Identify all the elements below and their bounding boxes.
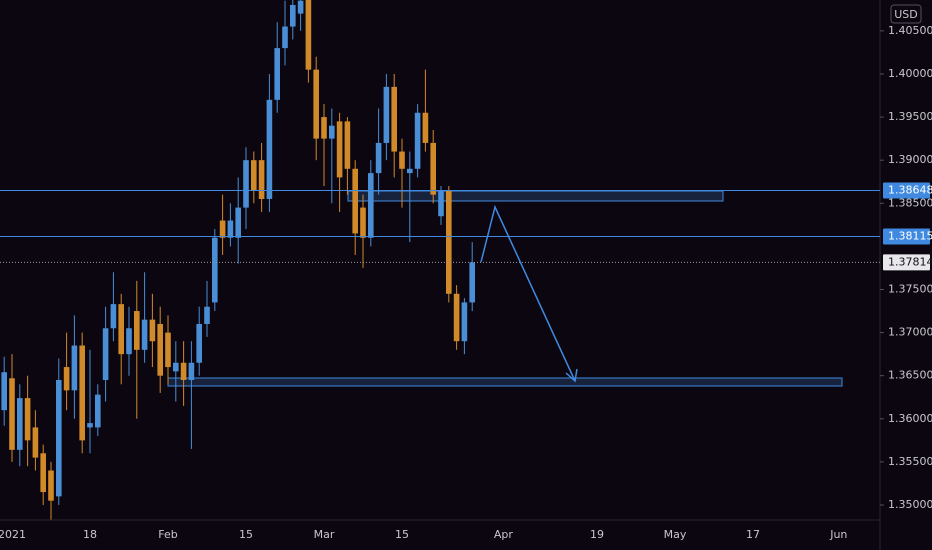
candle-body: [313, 69, 319, 139]
candle-body: [180, 362, 187, 380]
candle-body: [32, 427, 39, 458]
y-tick-label: 1.35000: [888, 498, 932, 511]
candle-body: [79, 345, 85, 441]
candle-body: [251, 160, 257, 191]
candle-body: [63, 367, 70, 391]
candle-body: [407, 168, 413, 174]
x-tick-label: 18: [83, 528, 97, 541]
candle-body: [235, 207, 241, 238]
candle-body: [118, 304, 124, 355]
candle-body: [196, 323, 202, 363]
candle-body: [336, 121, 343, 178]
candle-body: [56, 380, 62, 497]
candle-body: [102, 328, 109, 380]
candle-body: [461, 302, 468, 342]
candle-body: [430, 142, 436, 195]
candle-body: [383, 86, 390, 143]
y-tick-label: 1.40000: [888, 67, 932, 80]
candle-body: [1, 372, 7, 411]
candle-body: [110, 304, 117, 329]
candle-body: [297, 0, 304, 14]
candle-body: [48, 470, 54, 501]
candle-body: [9, 378, 15, 450]
candle-body: [391, 86, 397, 152]
price-label-box: [883, 228, 930, 245]
support-zone: [167, 377, 843, 387]
arrow-head: [565, 368, 578, 383]
candle-body: [141, 319, 148, 350]
candle-body: [282, 26, 288, 49]
candle-body: [453, 293, 460, 342]
candle-body: [87, 423, 93, 428]
x-tick-label: Jun: [829, 528, 847, 541]
candle-body: [368, 173, 374, 238]
x-tick-label: Mar: [314, 528, 335, 541]
x-tick-label: 19: [590, 528, 604, 541]
x-tick-label: 15: [395, 528, 409, 541]
resistance-zone: [347, 190, 724, 202]
candle-body: [469, 262, 475, 303]
candle-body: [157, 323, 163, 376]
candle-body: [17, 398, 23, 450]
x-tick-label: Feb: [158, 528, 177, 541]
forecast-arrow: [480, 204, 576, 382]
x-tick-label: 17: [746, 528, 760, 541]
y-tick-label: 1.37500: [888, 282, 932, 295]
candle-body: [212, 237, 218, 303]
price-label: 1.38115: [888, 229, 932, 242]
x-tick-label: 2021: [0, 528, 26, 541]
candle-body: [438, 190, 444, 217]
candle-body: [274, 48, 280, 100]
candle-body: [446, 190, 452, 294]
currency-box[interactable]: [890, 4, 922, 24]
candle-body: [71, 345, 78, 391]
y-tick-label: 1.38500: [888, 196, 932, 209]
last-price-label: 1.37814: [888, 255, 932, 268]
y-tick-label: 1.36000: [888, 412, 932, 425]
y-tick-label: 1.36500: [888, 369, 932, 382]
x-tick-label: 15: [239, 528, 253, 541]
candle-body: [173, 362, 179, 372]
candle-body: [329, 125, 335, 139]
candle-body: [305, 0, 312, 70]
candle-body: [188, 362, 195, 380]
candle-body: [134, 311, 140, 350]
candle-body: [219, 220, 226, 238]
y-tick-label: 1.39000: [888, 153, 932, 166]
candle-body: [414, 112, 421, 169]
price-label: 1.38648: [888, 184, 932, 197]
x-tick-label: May: [664, 528, 687, 541]
candle-body: [352, 168, 358, 234]
candle-body: [149, 319, 156, 342]
candle-body: [165, 332, 171, 368]
candle-body: [375, 142, 382, 174]
candle-body: [24, 398, 31, 441]
candle-body: [399, 151, 405, 169]
currency: USD: [894, 8, 918, 21]
y-tick-label: 1.37000: [888, 326, 932, 339]
candle-body: [204, 306, 210, 324]
last-price-box: [883, 254, 930, 271]
candle-body: [243, 160, 249, 208]
candle-body: [360, 207, 366, 238]
candle-body: [126, 328, 132, 355]
candle-body: [95, 394, 101, 428]
y-tick-label: 1.39500: [888, 110, 932, 123]
y-tick-label: 1.35500: [888, 455, 932, 468]
y-tick-label: 1.40500: [888, 24, 932, 37]
candle-body: [266, 99, 273, 199]
price-label-box: [883, 182, 930, 199]
candle-body: [227, 220, 234, 238]
plot-area: [1, 0, 843, 520]
candle-body: [422, 112, 429, 143]
candle-body: [321, 117, 327, 139]
candle-body: [258, 160, 265, 199]
candle-body: [344, 121, 351, 169]
candle-body: [40, 453, 46, 493]
x-tick-label: Apr: [494, 528, 514, 541]
candle-body: [290, 5, 296, 27]
